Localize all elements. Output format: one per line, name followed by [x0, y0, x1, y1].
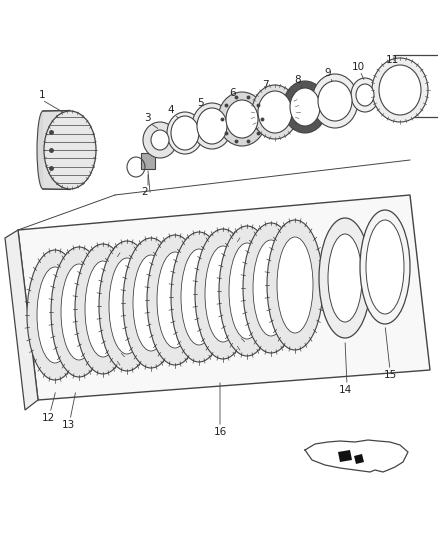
- Text: 11: 11: [385, 55, 399, 65]
- Ellipse shape: [243, 223, 299, 353]
- Ellipse shape: [218, 92, 266, 146]
- Text: 13: 13: [61, 420, 74, 430]
- Ellipse shape: [181, 249, 217, 345]
- Text: 7: 7: [261, 80, 268, 90]
- Ellipse shape: [372, 58, 428, 122]
- Ellipse shape: [290, 88, 320, 126]
- Text: 4: 4: [168, 105, 174, 115]
- Ellipse shape: [143, 122, 177, 158]
- Ellipse shape: [44, 111, 96, 189]
- Ellipse shape: [277, 237, 313, 333]
- Text: 14: 14: [339, 385, 352, 395]
- Ellipse shape: [379, 65, 421, 115]
- Polygon shape: [5, 230, 38, 410]
- Text: 6: 6: [230, 88, 237, 98]
- Ellipse shape: [197, 108, 227, 144]
- Ellipse shape: [252, 85, 298, 139]
- Ellipse shape: [253, 240, 289, 336]
- Ellipse shape: [351, 78, 379, 112]
- Ellipse shape: [147, 235, 203, 365]
- Text: 12: 12: [41, 413, 55, 423]
- Ellipse shape: [61, 264, 97, 360]
- Ellipse shape: [258, 91, 292, 133]
- Ellipse shape: [219, 226, 275, 356]
- Ellipse shape: [283, 81, 327, 133]
- Polygon shape: [354, 454, 364, 464]
- Ellipse shape: [328, 234, 362, 322]
- Ellipse shape: [360, 210, 410, 324]
- Ellipse shape: [226, 100, 258, 138]
- Polygon shape: [43, 110, 70, 190]
- Ellipse shape: [167, 112, 203, 154]
- Ellipse shape: [109, 258, 145, 354]
- Ellipse shape: [157, 252, 193, 348]
- Ellipse shape: [123, 238, 179, 368]
- Ellipse shape: [318, 81, 352, 121]
- Text: 15: 15: [383, 370, 397, 380]
- Ellipse shape: [319, 218, 371, 338]
- Ellipse shape: [51, 247, 107, 377]
- Ellipse shape: [312, 74, 358, 128]
- Ellipse shape: [99, 241, 155, 371]
- Ellipse shape: [133, 255, 169, 351]
- Ellipse shape: [229, 243, 265, 339]
- Ellipse shape: [192, 103, 232, 149]
- Ellipse shape: [85, 261, 121, 357]
- Ellipse shape: [171, 232, 227, 362]
- Ellipse shape: [75, 244, 131, 374]
- Ellipse shape: [37, 111, 49, 189]
- Text: 10: 10: [351, 62, 364, 72]
- Text: 5: 5: [197, 98, 203, 108]
- Ellipse shape: [366, 220, 404, 314]
- Ellipse shape: [151, 130, 169, 150]
- Text: 16: 16: [213, 427, 226, 437]
- Ellipse shape: [267, 220, 323, 350]
- Text: 9: 9: [325, 68, 331, 78]
- Polygon shape: [338, 450, 352, 462]
- Ellipse shape: [195, 229, 251, 359]
- Text: 3: 3: [144, 113, 150, 123]
- FancyBboxPatch shape: [141, 153, 155, 169]
- Polygon shape: [18, 195, 430, 400]
- Ellipse shape: [205, 246, 241, 342]
- Ellipse shape: [27, 250, 83, 380]
- Text: 2: 2: [141, 187, 148, 197]
- Ellipse shape: [356, 84, 374, 106]
- Text: 1: 1: [39, 90, 45, 100]
- Ellipse shape: [37, 267, 73, 363]
- Ellipse shape: [171, 116, 199, 150]
- Text: 8: 8: [295, 75, 301, 85]
